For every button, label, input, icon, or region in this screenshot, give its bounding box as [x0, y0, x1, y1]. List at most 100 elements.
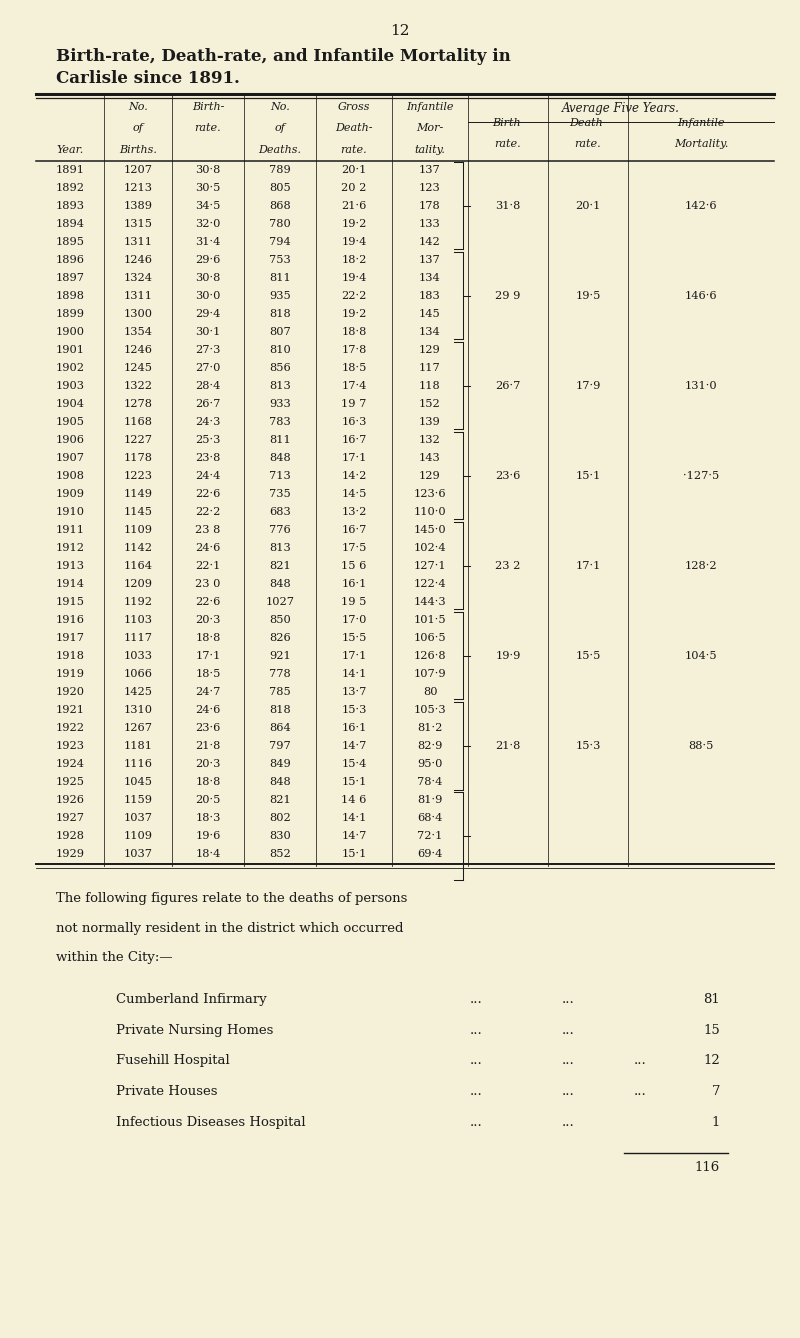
Text: 1246: 1246	[123, 254, 153, 265]
Text: 20·1: 20·1	[342, 165, 366, 174]
Text: Gross: Gross	[338, 102, 370, 111]
Text: 117: 117	[419, 363, 441, 373]
Text: 68·4: 68·4	[418, 814, 442, 823]
Text: 818: 818	[269, 309, 291, 318]
Text: 17·1: 17·1	[342, 650, 366, 661]
Text: No.: No.	[128, 102, 148, 111]
Text: 1425: 1425	[123, 686, 153, 697]
Text: ·127·5: ·127·5	[683, 471, 719, 480]
Text: Average Five Years.: Average Five Years.	[562, 102, 680, 115]
Text: 139: 139	[419, 416, 441, 427]
Text: Infectious Diseases Hospital: Infectious Diseases Hospital	[116, 1116, 306, 1129]
Text: 813: 813	[269, 381, 291, 391]
Text: 1893: 1893	[55, 201, 85, 210]
Text: 118: 118	[419, 381, 441, 391]
Text: rate.: rate.	[494, 139, 522, 149]
Text: 1278: 1278	[123, 399, 153, 408]
Text: 1037: 1037	[123, 814, 153, 823]
Text: 137: 137	[419, 165, 441, 174]
Text: 145·0: 145·0	[414, 524, 446, 535]
Text: 24·4: 24·4	[195, 471, 221, 480]
Text: 15·5: 15·5	[342, 633, 366, 642]
Text: 805: 805	[269, 182, 291, 193]
Text: 15 6: 15 6	[342, 561, 366, 571]
Text: 1904: 1904	[55, 399, 85, 408]
Text: 810: 810	[269, 345, 291, 355]
Text: 1315: 1315	[123, 218, 153, 229]
Text: 24·3: 24·3	[195, 416, 221, 427]
Text: Births.: Births.	[119, 145, 157, 154]
Text: 146·6: 146·6	[685, 290, 718, 301]
Text: 29·4: 29·4	[195, 309, 221, 318]
Text: 1300: 1300	[123, 309, 153, 318]
Text: ...: ...	[470, 1024, 482, 1037]
Text: 24·6: 24·6	[195, 543, 221, 553]
Text: 13·7: 13·7	[342, 686, 366, 697]
Text: 1898: 1898	[55, 290, 85, 301]
Text: 123·6: 123·6	[414, 488, 446, 499]
Text: 1164: 1164	[123, 561, 153, 571]
Text: 21·8: 21·8	[195, 741, 221, 751]
Text: 1027: 1027	[266, 597, 294, 607]
Text: 1905: 1905	[55, 416, 85, 427]
Text: 26·7: 26·7	[495, 381, 521, 391]
Text: 856: 856	[269, 363, 291, 373]
Text: 848: 848	[269, 777, 291, 787]
Text: 25·3: 25·3	[195, 435, 221, 444]
Text: 144·3: 144·3	[414, 597, 446, 607]
Text: 1901: 1901	[55, 345, 85, 355]
Text: 34·5: 34·5	[195, 201, 221, 210]
Text: 1311: 1311	[123, 237, 153, 246]
Text: 935: 935	[269, 290, 291, 301]
Text: 19·2: 19·2	[342, 218, 366, 229]
Text: 102·4: 102·4	[414, 543, 446, 553]
Text: 1917: 1917	[55, 633, 85, 642]
Text: 1896: 1896	[55, 254, 85, 265]
Text: 145: 145	[419, 309, 441, 318]
Text: 19·4: 19·4	[342, 237, 366, 246]
Text: 850: 850	[269, 615, 291, 625]
Text: 753: 753	[269, 254, 291, 265]
Text: 830: 830	[269, 831, 291, 842]
Text: 18·8: 18·8	[195, 633, 221, 642]
Text: 78·4: 78·4	[418, 777, 442, 787]
Text: 21·6: 21·6	[342, 201, 366, 210]
Text: 1929: 1929	[55, 850, 85, 859]
Text: 26·7: 26·7	[195, 399, 221, 408]
Text: 1178: 1178	[123, 452, 153, 463]
Text: 1149: 1149	[123, 488, 153, 499]
Text: ...: ...	[634, 1054, 646, 1068]
Text: 1899: 1899	[55, 309, 85, 318]
Text: 20·3: 20·3	[195, 759, 221, 769]
Text: 134: 134	[419, 326, 441, 337]
Text: 1891: 1891	[55, 165, 85, 174]
Text: 152: 152	[419, 399, 441, 408]
Text: ...: ...	[562, 1054, 574, 1068]
Text: 15·3: 15·3	[342, 705, 366, 714]
Text: 19·9: 19·9	[495, 650, 521, 661]
Text: 18·2: 18·2	[342, 254, 366, 265]
Text: 1066: 1066	[123, 669, 153, 678]
Text: 933: 933	[269, 399, 291, 408]
Text: 1213: 1213	[123, 182, 153, 193]
Text: Death-: Death-	[570, 118, 606, 127]
Text: 29 9: 29 9	[495, 290, 521, 301]
Text: 14·7: 14·7	[342, 741, 366, 751]
Text: 101·5: 101·5	[414, 615, 446, 625]
Text: 20·3: 20·3	[195, 615, 221, 625]
Text: 105·3: 105·3	[414, 705, 446, 714]
Text: 1920: 1920	[55, 686, 85, 697]
Text: 1: 1	[712, 1116, 720, 1129]
Text: 1915: 1915	[55, 597, 85, 607]
Text: 17·8: 17·8	[342, 345, 366, 355]
Text: 1924: 1924	[55, 759, 85, 769]
Text: ...: ...	[562, 1024, 574, 1037]
Text: 88·5: 88·5	[689, 741, 714, 751]
Text: rate.: rate.	[574, 139, 602, 149]
Text: 20 2: 20 2	[342, 182, 366, 193]
Text: 1116: 1116	[123, 759, 153, 769]
Text: 81·2: 81·2	[418, 723, 442, 733]
Text: ...: ...	[634, 1085, 646, 1098]
Text: 1168: 1168	[123, 416, 153, 427]
Text: 1324: 1324	[123, 273, 153, 282]
